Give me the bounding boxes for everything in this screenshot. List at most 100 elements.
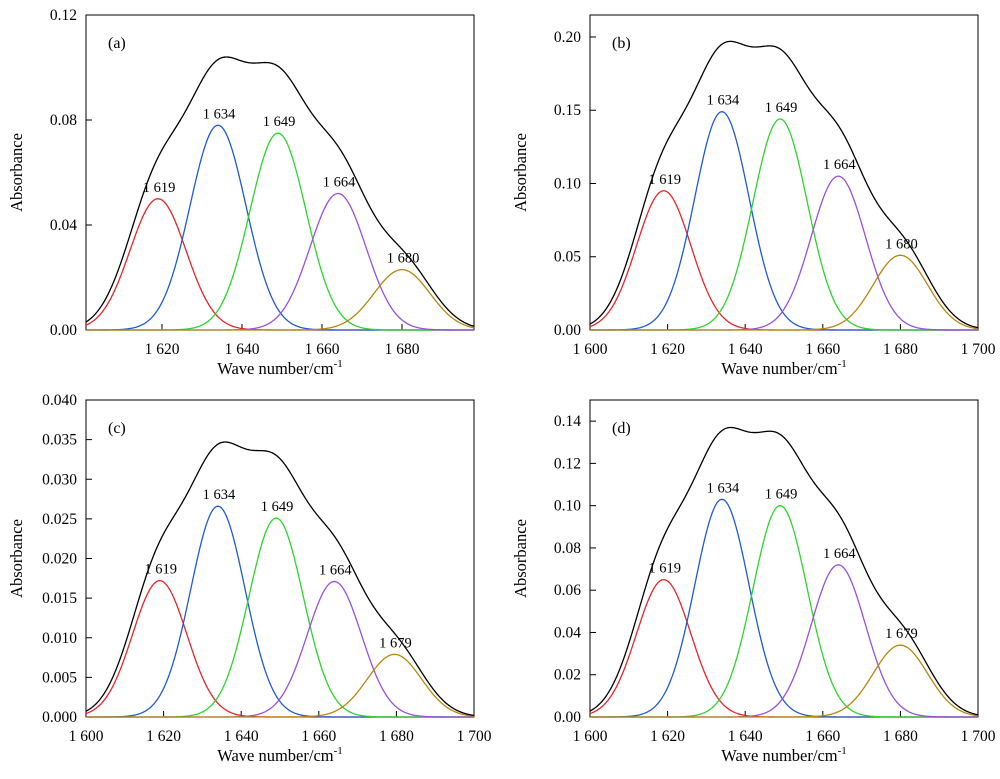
x-tick-label: 1 620 — [145, 341, 180, 358]
plot-frame — [85, 399, 475, 718]
y-tick-label: 0.010 — [42, 630, 77, 647]
peak-label: 1 619 — [144, 562, 177, 578]
x-tick-label: 1 660 — [301, 728, 336, 745]
y-tick-label: 0.04 — [554, 624, 581, 641]
peak-label: 1 664 — [319, 562, 352, 578]
y-tick-label: 0.030 — [42, 471, 77, 488]
x-tick-label: 1 680 — [883, 341, 918, 358]
x-tick-label: 1 700 — [961, 728, 996, 745]
x-tick-label: 1 660 — [805, 341, 840, 358]
peak-label: 1 634 — [707, 93, 740, 109]
peak-label: 1 664 — [823, 546, 856, 562]
y-tick-label: 0.00 — [554, 322, 581, 339]
chart-panel-b: 0.00 0.05 0.10 0.15 0.20 1 600 1 620 1 640 1 660… — [511, 14, 996, 378]
peak-curve-1649 — [86, 517, 474, 718]
envelope-curve — [589, 40, 979, 329]
y-axis-title: Absorbance — [7, 133, 26, 212]
panel-label: (a) — [108, 35, 126, 52]
panel-label: (c) — [108, 420, 126, 437]
peak-curve-1649 — [590, 505, 978, 718]
x-tick-label: 1 660 — [805, 728, 840, 745]
peak-curve-1634 — [86, 505, 474, 718]
envelope-curve — [589, 426, 979, 716]
peak-curve-1619 — [85, 580, 474, 718]
x-tick-label: 1 640 — [224, 728, 259, 745]
y-tick-label: 0.10 — [554, 498, 581, 515]
peak-curve-1649 — [86, 132, 474, 331]
peak-label: 1 619 — [143, 180, 176, 196]
y-axis-title: Absorbance — [511, 519, 530, 598]
x-tick-label: 1 680 — [385, 341, 420, 358]
y-tick-label: 0.06 — [554, 582, 581, 599]
x-axis-title: Wave number/cm-1 — [721, 358, 847, 378]
y-tick-label: 0.040 — [42, 392, 77, 409]
y-tick-label: 0.08 — [50, 112, 77, 129]
x-tick-label: 1 620 — [650, 728, 685, 745]
y-tick-label: 0.005 — [42, 669, 77, 686]
peak-label: 1 679 — [885, 626, 918, 642]
peak-label: 1 634 — [203, 487, 236, 503]
y-tick-label: 0.025 — [42, 511, 77, 528]
peak-curve-1679 — [86, 653, 475, 718]
peak-curve-1680 — [86, 268, 475, 331]
y-tick-label: 0.08 — [554, 540, 581, 557]
x-tick-label: 1 600 — [573, 728, 608, 745]
y-tick-label: 0.04 — [50, 217, 77, 234]
peak-label: 1 634 — [707, 480, 740, 496]
x-tick-label: 1 640 — [728, 341, 763, 358]
chart-panel-a: 0.00 0.04 0.08 0.12 1 620 1 640 1 660 1 680 Wave… — [7, 7, 475, 378]
y-tick-label: 0.02 — [554, 667, 581, 684]
x-axis-title-exponent: -1 — [334, 358, 343, 370]
y-tick-label: 0.05 — [554, 249, 581, 266]
peak-label: 1 680 — [387, 251, 420, 267]
envelope-curve — [85, 56, 475, 327]
peak-label: 1 664 — [823, 157, 856, 173]
x-tick-label: 1 660 — [305, 341, 340, 358]
x-tick-label: 1 680 — [883, 728, 918, 745]
peak-label: 1 680 — [885, 236, 918, 252]
y-tick-label: 0.15 — [554, 102, 581, 119]
peak-curve-1664 — [590, 564, 978, 718]
y-tick-label: 0.12 — [554, 455, 581, 472]
x-tick-label: 1 700 — [961, 341, 996, 358]
x-tick-label: 1 700 — [457, 728, 492, 745]
peak-curve-1680 — [590, 254, 979, 331]
y-tick-label: 0.20 — [554, 29, 581, 46]
chart-panel-d: 0.00 0.02 0.04 0.06 0.08 0.10 0.12 0.14 1 600 1 6… — [511, 399, 996, 765]
y-tick-label: 0.00 — [554, 709, 581, 726]
x-tick-label: 1 620 — [146, 728, 181, 745]
y-tick-label: 0.10 — [554, 175, 581, 192]
peak-label: 1 619 — [648, 561, 681, 577]
envelope-curve — [85, 441, 475, 717]
y-axis-title: Absorbance — [7, 519, 26, 598]
x-axis-title-exponent: -1 — [838, 358, 847, 370]
x-tick-label: 1 640 — [225, 341, 260, 358]
x-tick-label: 1 600 — [69, 728, 104, 745]
peak-label: 1 649 — [765, 100, 798, 116]
x-axis-title: Wave number/cm-1 — [721, 745, 847, 765]
x-tick-label: 1 620 — [650, 341, 685, 358]
plot-frame — [589, 399, 979, 718]
peak-curve-1664 — [590, 175, 978, 331]
y-tick-label: 0.000 — [42, 709, 77, 726]
plot-frame — [85, 14, 475, 331]
panel-label: (b) — [612, 35, 631, 52]
x-tick-label: 1 600 — [573, 341, 608, 358]
peak-label: 1 649 — [261, 499, 294, 515]
y-tick-label: 0.12 — [50, 7, 77, 24]
y-tick-label: 0.020 — [42, 551, 77, 568]
peak-label: 1 619 — [648, 172, 681, 188]
x-tick-label: 1 680 — [379, 728, 414, 745]
peak-curve-1634 — [590, 111, 978, 331]
peak-label: 1 634 — [203, 106, 236, 122]
peak-label: 1 649 — [263, 114, 296, 130]
x-axis-title-exponent: -1 — [334, 745, 343, 757]
x-axis-title-exponent: -1 — [838, 745, 847, 757]
x-axis-title: Wave number/cm-1 — [217, 745, 343, 765]
y-tick-label: 0.035 — [42, 432, 77, 449]
peak-label: 1 664 — [323, 175, 356, 191]
panel-label: (d) — [612, 420, 631, 437]
y-tick-label: 0.14 — [554, 413, 581, 430]
y-tick-label: 0.00 — [50, 322, 77, 339]
